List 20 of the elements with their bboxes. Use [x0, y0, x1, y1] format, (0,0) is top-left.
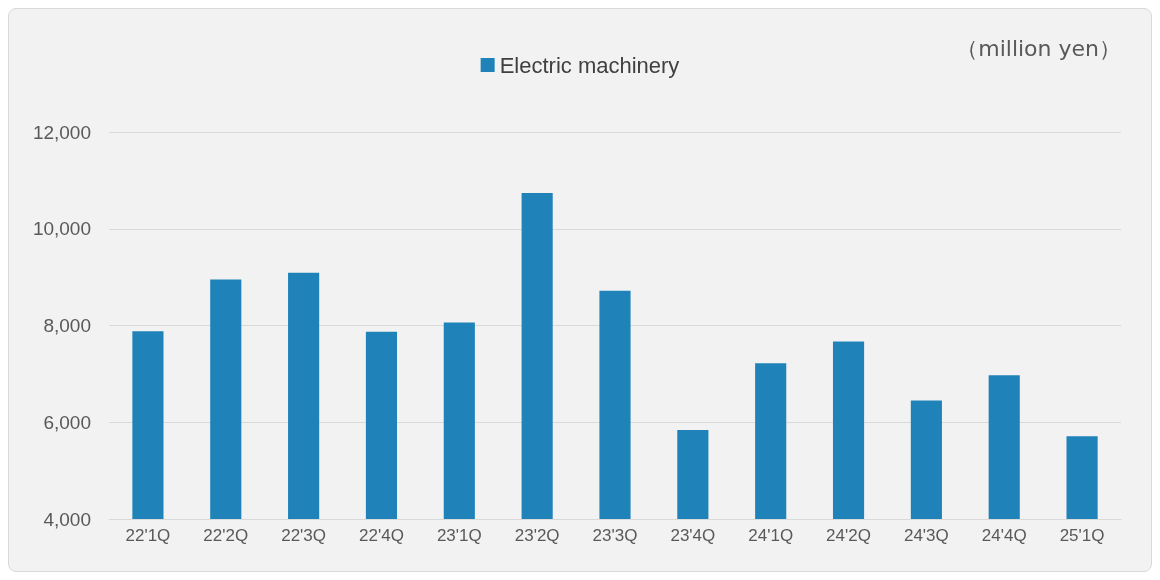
x-tick-label: 24'3Q [903, 526, 949, 545]
x-tick-label: 22'2Q [203, 526, 249, 545]
legend-label: Electric machinery [499, 52, 680, 78]
x-tick-label: 23'2Q [514, 526, 560, 545]
x-tick-label: 25'1Q [1059, 526, 1105, 545]
y-tick-label: 4,000 [43, 508, 91, 530]
x-tick-label: 23'4Q [670, 526, 716, 545]
x-tick-label: 22'4Q [359, 526, 404, 545]
x-tick-label: 22'1Q [125, 526, 171, 545]
y-tick-label: 12,000 [32, 121, 91, 143]
x-tick-label: 23'1Q [436, 526, 482, 545]
text: （million yen） [956, 35, 1122, 61]
y-tick-label: 10,000 [32, 218, 91, 240]
x-tick-label: 24'1Q [748, 526, 794, 545]
x-tick-label: 24'4Q [981, 526, 1027, 545]
y-tick-label: 6,000 [43, 411, 91, 433]
y-tick-label: 8,000 [43, 315, 91, 336]
x-tick-label: 22'3Q [281, 526, 327, 545]
x-tick-label: 24'2Q [826, 526, 871, 545]
x-tick-label: 23'3Q [592, 526, 638, 545]
